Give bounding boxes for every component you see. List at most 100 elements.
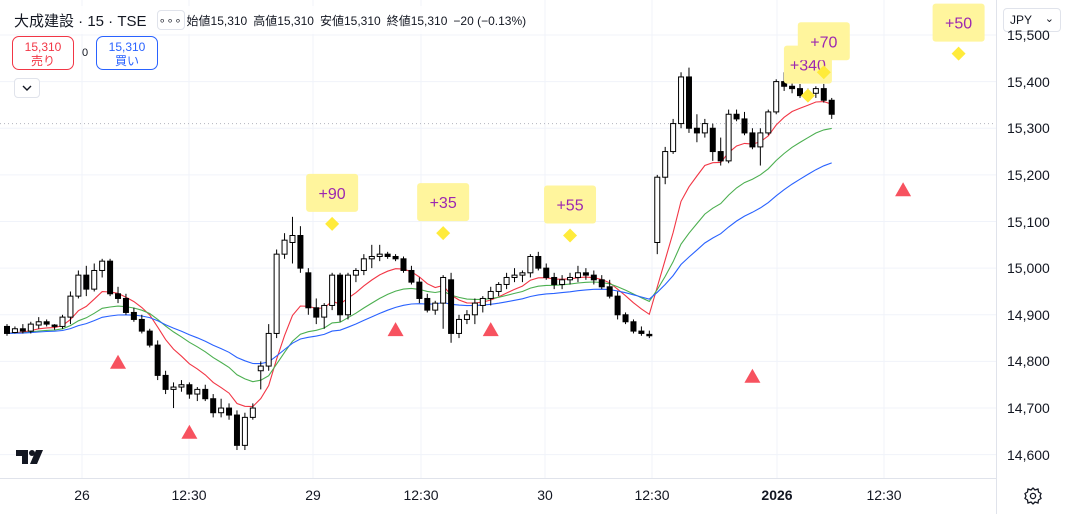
candle — [812, 86, 819, 98]
candle-body — [138, 318, 145, 332]
candle-body — [210, 398, 217, 414]
candle — [226, 403, 233, 420]
candle-body — [376, 253, 383, 257]
y-tick-label: 14,800 — [1007, 353, 1050, 370]
candle — [820, 83, 827, 103]
candle — [186, 382, 193, 399]
candle — [67, 291, 74, 325]
candle — [392, 254, 399, 262]
symbol-legend: 大成建設 · 15 · TSE ∘∘∘ 始値15,310 高値15,310 安値15… — [8, 6, 533, 34]
candle — [19, 324, 26, 334]
sell-button[interactable]: 15,310 売り — [12, 36, 74, 70]
candle — [376, 244, 383, 262]
candle-body — [670, 123, 677, 153]
candle — [281, 233, 288, 259]
candle — [202, 384, 209, 402]
candle — [360, 254, 367, 276]
candle-body — [154, 344, 161, 376]
candle-body — [289, 235, 296, 243]
candle — [622, 312, 629, 325]
x-tick-label: 26 — [74, 487, 90, 503]
candle-body — [582, 272, 589, 276]
candle — [733, 109, 740, 122]
candle — [75, 270, 82, 299]
candle — [35, 317, 42, 329]
candle — [344, 272, 351, 320]
x-tick-label: 12:30 — [403, 487, 439, 503]
candle-body — [440, 276, 447, 304]
time-axis[interactable]: 26 12:30 29 12:30 30 12:30 2026 12:30 — [0, 478, 996, 514]
profit-badge: +55 — [544, 185, 597, 243]
low-value: 安値15,310 — [319, 13, 381, 28]
more-icon[interactable]: ∘∘∘ — [156, 10, 185, 30]
candle — [614, 291, 621, 320]
candle — [678, 72, 685, 129]
buy-button[interactable]: 15,310 買い — [96, 36, 158, 70]
candle-body — [503, 276, 510, 285]
candle-body — [551, 276, 558, 285]
candle-body — [83, 274, 90, 290]
candle — [495, 282, 502, 297]
candle-body — [99, 260, 106, 271]
y-tick-label: 14,600 — [1007, 446, 1050, 463]
candle — [178, 380, 185, 392]
price-chart[interactable]: +90 +35 +55 +340 +70 +50 — [0, 0, 996, 478]
candle-body — [820, 88, 827, 101]
candle — [241, 412, 248, 451]
candle — [471, 298, 478, 325]
symbol-title[interactable]: 大成建設 · 15 · TSE — [14, 12, 147, 30]
y-tick-label: 14,900 — [1007, 306, 1050, 323]
candle — [567, 272, 574, 285]
candle — [709, 123, 716, 161]
candle-body — [527, 255, 534, 274]
candle-body — [678, 76, 685, 125]
badge-box — [417, 183, 470, 222]
badge-pointer-icon — [816, 65, 831, 80]
badge-label: +50 — [945, 16, 972, 33]
buy-label: 買い — [114, 54, 139, 68]
candle-body — [305, 272, 312, 309]
candle — [749, 128, 756, 150]
candle — [11, 326, 18, 334]
price-axis[interactable]: JPY ⌄ 14,600 14,700 14,800 14,900 15,000 15,1… — [996, 0, 1066, 514]
profit-badge: +35 — [417, 183, 470, 241]
candle-body — [797, 88, 803, 97]
ma-mid-line — [6, 127, 832, 383]
candle — [257, 361, 264, 390]
chevron-down-icon — [22, 85, 32, 91]
chart-pane[interactable]: +90 +35 +55 +340 +70 +50 大成建設 · 15 · TSE ∘∘∘ … — [0, 0, 996, 478]
candle — [337, 272, 344, 322]
candle-body — [218, 407, 225, 414]
candle — [440, 275, 447, 329]
candle-body — [725, 113, 732, 162]
candle — [233, 410, 240, 451]
candle-body — [495, 283, 502, 292]
candle-body — [400, 258, 407, 271]
candle-body — [67, 295, 74, 318]
settings-gear-icon[interactable] — [1023, 486, 1043, 506]
badge-pointer-icon — [436, 226, 451, 241]
badge-label: +340 — [790, 58, 826, 75]
buy-price: 15,310 — [108, 40, 146, 54]
badge-box — [544, 185, 597, 224]
currency-selector[interactable]: JPY ⌄ — [1003, 8, 1061, 32]
candle — [717, 137, 724, 166]
candle-body — [765, 111, 772, 134]
candle-body — [590, 274, 597, 281]
candle — [115, 286, 122, 304]
candle — [456, 314, 463, 339]
candle-body — [265, 332, 272, 367]
candle — [535, 251, 542, 271]
candle — [479, 296, 486, 313]
tradingview-logo-icon[interactable] — [16, 448, 48, 466]
candle — [384, 251, 391, 259]
candle-body — [709, 127, 716, 153]
badge-pointer-icon — [563, 228, 578, 243]
candle-body — [115, 293, 122, 299]
collapse-legend-button[interactable] — [14, 78, 40, 98]
candle-body — [519, 272, 526, 276]
buy-marker-icon — [181, 424, 198, 439]
candle-body — [574, 272, 581, 278]
candle-body — [249, 407, 256, 418]
candle — [83, 265, 90, 297]
